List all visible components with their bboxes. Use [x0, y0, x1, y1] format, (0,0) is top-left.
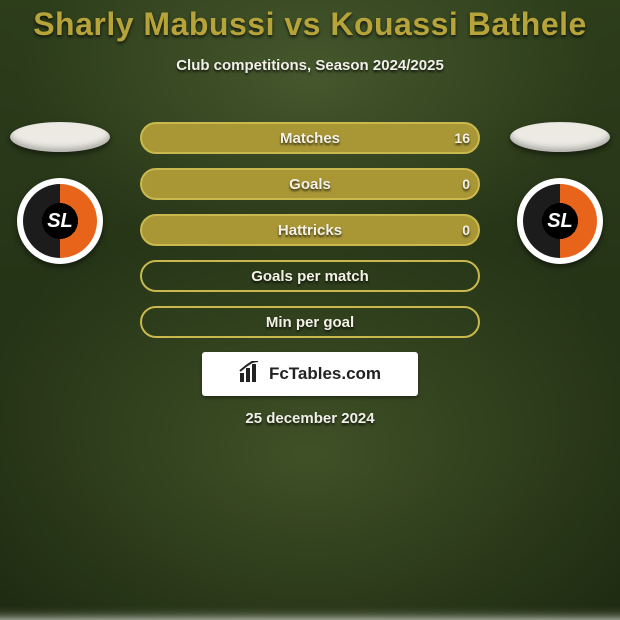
site-badge-label: FcTables.com	[269, 364, 381, 384]
stat-row: Matches 16	[140, 122, 480, 154]
player-right-club-badge	[517, 178, 603, 264]
stat-value-right	[420, 262, 470, 290]
stat-label: Matches	[280, 130, 340, 147]
stat-row: Hattricks 0	[140, 214, 480, 246]
stat-label: Hattricks	[278, 222, 342, 239]
stat-value-left	[150, 170, 200, 198]
player-right	[500, 122, 620, 264]
stat-value-right: 0	[420, 170, 470, 198]
stat-value-right	[420, 308, 470, 336]
player-right-avatar-placeholder	[510, 122, 610, 152]
stat-label: Goals	[289, 176, 331, 193]
stat-label: Goals per match	[251, 268, 369, 285]
stat-value-left	[150, 262, 200, 290]
stat-row: Goals per match	[140, 260, 480, 292]
stat-row: Min per goal	[140, 306, 480, 338]
stat-value-right: 0	[420, 216, 470, 244]
stat-row: Goals 0	[140, 168, 480, 200]
comparison-card: Sharly Mabussi vs Kouassi Bathele Club c…	[0, 0, 620, 580]
site-badge: FcTables.com	[202, 352, 418, 396]
player-left	[0, 122, 120, 264]
stat-value-right: 16	[420, 124, 470, 152]
subtitle: Club competitions, Season 2024/2025	[0, 57, 620, 74]
stat-value-left	[150, 308, 200, 336]
player-left-club-badge	[17, 178, 103, 264]
date-text: 25 december 2024	[0, 410, 620, 427]
player-left-avatar-placeholder	[10, 122, 110, 152]
stats-list: Matches 16 Goals 0 Hattricks 0 Goals per match…	[140, 122, 480, 352]
page-title: Sharly Mabussi vs Kouassi Bathele	[0, 0, 620, 43]
stat-value-left	[150, 216, 200, 244]
chart-icon	[239, 361, 263, 388]
stat-label: Min per goal	[266, 314, 354, 331]
stat-value-left	[150, 124, 200, 152]
